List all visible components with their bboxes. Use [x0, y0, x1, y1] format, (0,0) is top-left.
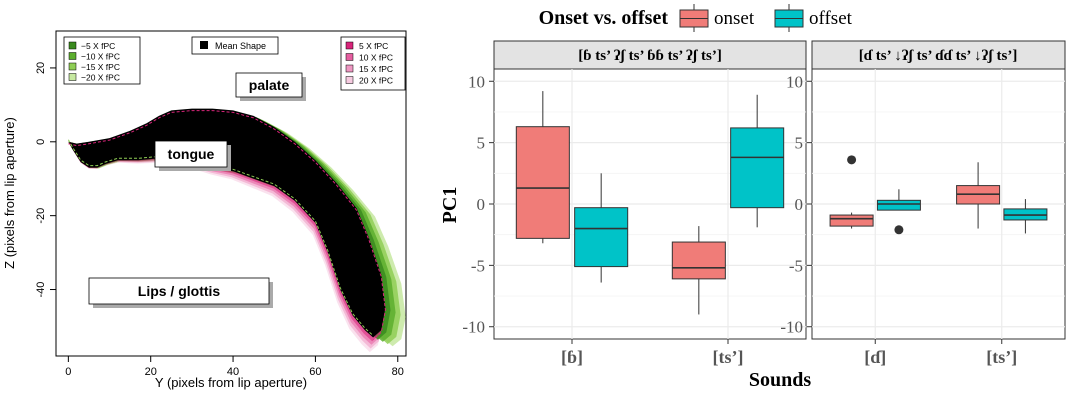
- boxplot-x-axis-label: Sounds: [749, 369, 811, 391]
- legend-positive-swatch: [345, 76, 354, 84]
- left-x-axis: 0 20 40 60 80: [65, 356, 404, 378]
- box-offset: [876, 199, 921, 211]
- panel-x-tick-label: [ts’]: [986, 347, 1017, 367]
- legend-negative-label: −10 X fPC: [81, 52, 120, 62]
- legend-positive-swatch: [345, 41, 354, 50]
- box-offset: [574, 207, 629, 268]
- legend-positive-swatch: [345, 53, 354, 61]
- left-y-tick-label: -20: [35, 208, 47, 224]
- legend-negative-entries: −5 X fPC−10 X fPC−15 X fPC−20 X fPC: [68, 41, 120, 83]
- legend-negative-box: [63, 36, 141, 85]
- legend-negative-swatch: [68, 62, 77, 71]
- legend-mean-swatch: [200, 41, 208, 49]
- box-onset: [671, 241, 726, 280]
- left-y-axis: 20 0 -20 -40: [35, 62, 56, 298]
- legend-negative-swatch: [68, 73, 77, 81]
- boxplot-panel-alveolar: [ɗ ts’ ↓ʔʃ ts’ ɗɗ ts’ ↓ʔʃ ts’] 10 5 0 -5 -10…: [780, 40, 1066, 367]
- dash-upper-pink: [68, 110, 386, 340]
- panel-1-strip-label: [ɓ ts’ ʔʃ ts’ ɓɓ ts’ ʔʃ ts’]: [578, 48, 722, 64]
- legend-negative-swatch: [68, 52, 77, 60]
- box-outlier: [847, 155, 857, 165]
- box-onset: [829, 214, 874, 227]
- panel-2-strip: [811, 40, 1066, 70]
- panel-1-strip: [493, 40, 807, 70]
- left-x-tick-label: 60: [309, 366, 321, 378]
- panel-2-x-axis: [ɗ] [ts’]: [864, 339, 1017, 367]
- panel-y-tick-label: -5: [471, 256, 485, 275]
- legend-negative-label: −15 X fPC: [81, 62, 120, 72]
- panel-2-y-axis: 10 5 0 -5 -10: [780, 72, 812, 337]
- panel-y-tick-label: 5: [795, 134, 804, 153]
- dash-lower-green: [67, 139, 374, 336]
- tongue-shape-plot: 0 20 40 60 80 20 0 -20 -40 Y (pixels from lip a…: [2, 30, 407, 390]
- panel-2-boxes: [829, 155, 1048, 235]
- panel-y-tick-label: 0: [795, 195, 804, 214]
- mean-shape: [68, 108, 386, 338]
- left-x-axis-label: Y (pixels from lip aperture): [155, 375, 307, 390]
- legend-offset-label: offset: [809, 8, 853, 29]
- boxplot-title: Onset vs. offset: [539, 7, 669, 29]
- boxplot-figure: Onset vs. offset onset offset [ɓ ts’ ʔʃ …: [439, 4, 1066, 391]
- panel-1-y-axis: 10 5 0 -5 -10: [462, 72, 494, 337]
- left-x-tick-label: 0: [65, 366, 71, 378]
- boxplot-legend: onset offset: [679, 4, 853, 32]
- legend-negative-swatch: [68, 41, 77, 50]
- left-x-tick-label: 20: [145, 366, 157, 378]
- palate-label: palate: [249, 77, 290, 93]
- box-offset: [730, 127, 785, 209]
- panel-x-tick-label: [ɓ]: [561, 347, 583, 367]
- panel-y-tick-label: -10: [462, 318, 485, 337]
- box-onset: [515, 126, 570, 239]
- panel-x-tick-label: [ts’]: [713, 347, 744, 367]
- left-x-tick-label: 80: [392, 366, 404, 378]
- box-outlier: [894, 225, 904, 235]
- annotation-tongue: tongue: [154, 140, 231, 171]
- left-y-axis-label: Z (pixels from lip aperture): [2, 117, 17, 269]
- legend-negative-label: −5 X fPC: [81, 41, 115, 51]
- panel-1-boxes: [515, 91, 785, 315]
- panel-y-tick-label: -10: [780, 318, 803, 337]
- panel-y-tick-label: 10: [468, 72, 485, 91]
- legend-onset-label: onset: [714, 8, 755, 29]
- boxplot-y-axis-label: PC1: [439, 187, 461, 224]
- boxplot-panel-bilabial: [ɓ ts’ ʔʃ ts’ ɓɓ ts’ ʔʃ ts’] 10 5 0 -5 -10 […: [462, 40, 807, 367]
- legend-mean-box: [191, 36, 279, 55]
- panel-x-tick-label: [ɗ]: [864, 347, 886, 367]
- lips-label: Lips / glottis: [138, 283, 221, 299]
- panel-2-grid: [812, 69, 1065, 339]
- left-y-tick-label: -40: [35, 282, 47, 298]
- panel-y-tick-label: 5: [477, 134, 486, 153]
- legend-negative: −5 X fPC−10 X fPC−15 X fPC−20 X fPC: [63, 36, 141, 85]
- panel-2-strip-label: [ɗ ts’ ↓ʔʃ ts’ ɗɗ ts’ ↓ʔʃ ts’]: [859, 48, 1018, 64]
- left-x-tick-label: 40: [227, 366, 239, 378]
- panel-y-tick-label: -5: [789, 256, 803, 275]
- legend-positive-swatch: [345, 64, 354, 73]
- left-y-tick-label: 20: [35, 62, 47, 74]
- legend-positive-label: 5 X fPC: [359, 41, 388, 51]
- legend-negative-label: −20 X fPC: [81, 73, 120, 83]
- panel-1-x-axis: [ɓ] [ts’]: [561, 339, 743, 367]
- shape-layers: [67, 108, 406, 353]
- legend-positive-label: 20 X fPC: [359, 76, 393, 86]
- annotation-lips: Lips / glottis: [88, 277, 273, 308]
- legend-mean: Mean Shape: [191, 36, 279, 55]
- legend-positive-label: 15 X fPC: [359, 64, 393, 74]
- tongue-label: tongue: [168, 146, 215, 162]
- legend-mean-label: Mean Shape: [215, 41, 266, 51]
- annotation-palate: palate: [235, 72, 306, 101]
- panel-y-tick-label: 0: [477, 195, 486, 214]
- left-y-tick-label: 0: [35, 139, 47, 145]
- panel-y-tick-label: 10: [786, 72, 803, 91]
- legend-positive-label: 10 X fPC: [359, 53, 393, 63]
